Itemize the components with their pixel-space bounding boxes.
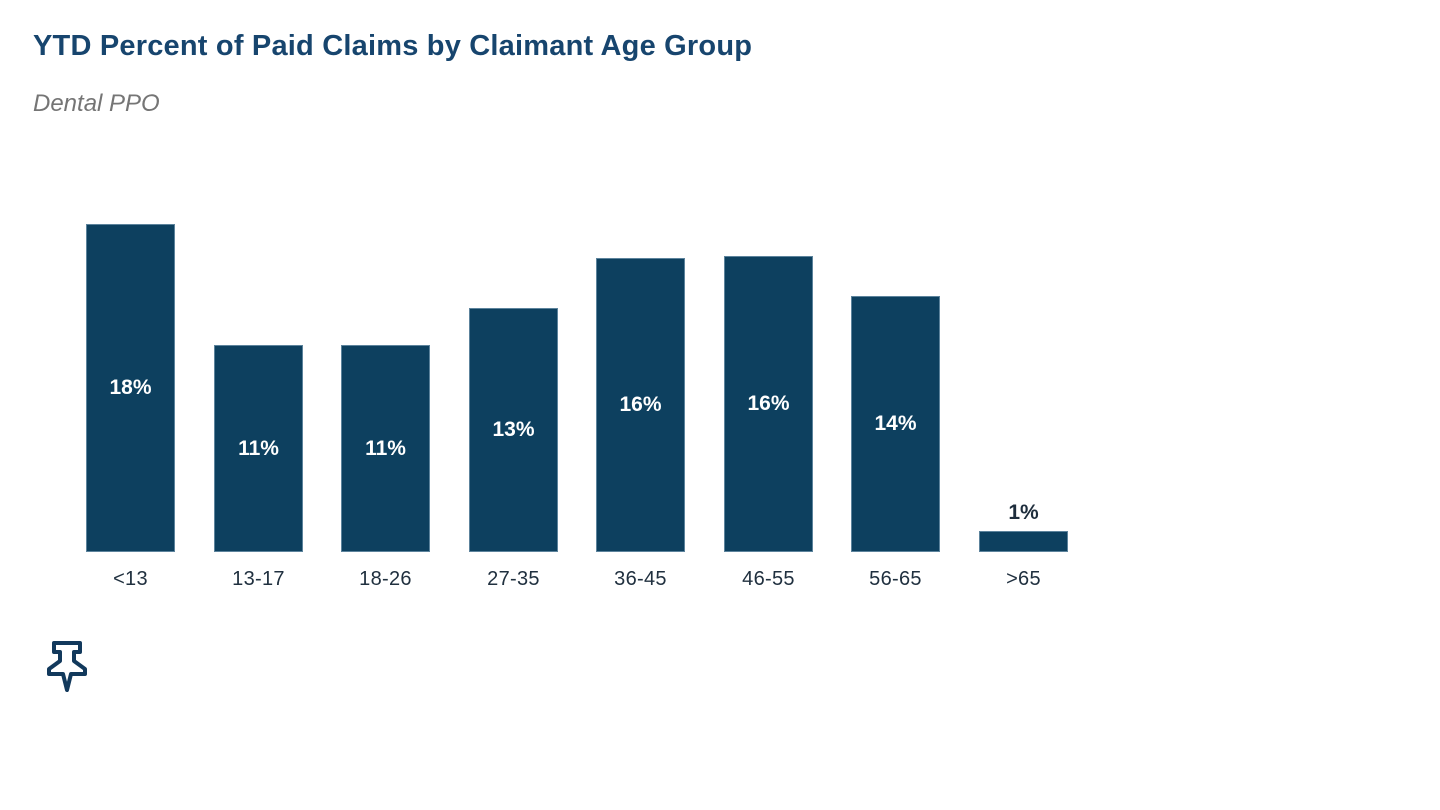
- category-label: >65: [1006, 568, 1041, 590]
- bar-value-label: 11%: [238, 436, 279, 460]
- category-label: 27-35: [487, 568, 540, 590]
- category-label: 36-45: [614, 568, 667, 590]
- category-label: <13: [113, 568, 148, 590]
- bar-18-26[interactable]: 11%: [341, 345, 430, 552]
- bar-13-17[interactable]: 11%: [214, 345, 303, 552]
- bar-56-65[interactable]: 14%: [851, 296, 940, 552]
- bar->65[interactable]: 1%: [979, 501, 1068, 552]
- bar-value-label: 13%: [492, 418, 535, 441]
- chart-title: YTD Percent of Paid Claims by Claimant A…: [33, 30, 753, 62]
- bar-value-label: 1%: [1008, 501, 1039, 524]
- category-label: 56-65: [869, 568, 922, 590]
- bar-value-label: 11%: [365, 436, 406, 460]
- bar-36-45[interactable]: 16%: [596, 258, 685, 552]
- bar-value-label: 14%: [874, 412, 917, 435]
- bar-value-label: 16%: [619, 393, 662, 416]
- bar-<13[interactable]: 18%: [86, 224, 175, 552]
- category-label: 13-17: [232, 568, 285, 590]
- bar-value-label: 18%: [109, 376, 152, 399]
- category-label: 18-26: [359, 568, 412, 590]
- bar-27-35[interactable]: 13%: [469, 308, 558, 552]
- pin-icon-glyph: [47, 641, 87, 692]
- bar-46-55[interactable]: 16%: [724, 256, 813, 552]
- bar-value-label: 16%: [747, 392, 790, 415]
- chart-subtitle: Dental PPO: [33, 90, 160, 117]
- pin-icon[interactable]: [45, 639, 89, 697]
- category-label: 46-55: [742, 568, 795, 590]
